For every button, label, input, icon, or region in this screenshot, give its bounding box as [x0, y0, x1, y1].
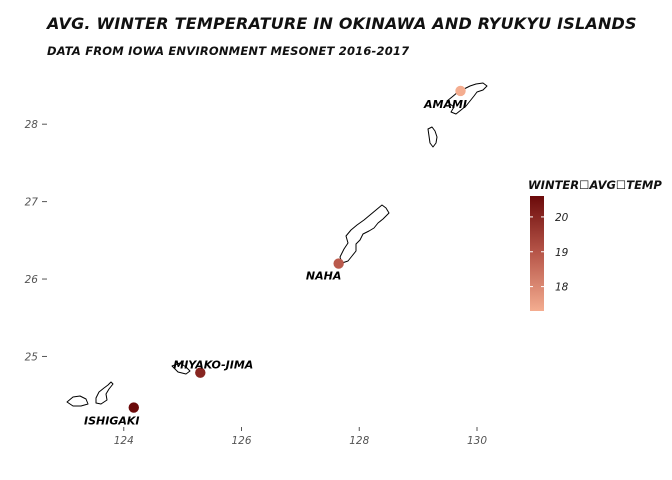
- tokunoshima-island-outline: [427, 126, 438, 148]
- x-tick-label: 128: [349, 435, 369, 447]
- x-tick-label: 126: [231, 435, 251, 447]
- ishigaki-island-outline: [95, 381, 114, 405]
- legend: winter☐avg☐temp 20 19 18: [528, 178, 662, 311]
- station-point-amami: [455, 85, 466, 97]
- legend-tick-label: 18: [555, 282, 569, 294]
- legend-tick-label: 20: [555, 212, 569, 224]
- x-tick-label: 124: [114, 435, 134, 447]
- y-tick-label: 27: [25, 197, 39, 209]
- okinawa-island-outline: [339, 204, 390, 264]
- iriomote-island-outline: [66, 395, 89, 407]
- station-point-naha: [333, 258, 344, 269]
- station-point-miyako-jima: [195, 367, 206, 378]
- station-label: AMAMI: [423, 98, 467, 111]
- chart-title: Avg. Winter Temperature in Okinawa and R…: [47, 14, 637, 33]
- station-point-ishigaki: [128, 402, 139, 413]
- legend-colorbar: [530, 196, 544, 311]
- chart-subtitle: Data from Iowa Environment Mesonet 2016-…: [47, 44, 410, 58]
- station-label: NAHA: [306, 270, 341, 283]
- y-axis: 25 26 27 28: [25, 119, 47, 363]
- x-axis: 124 126 128 130: [114, 427, 487, 447]
- y-tick-label: 26: [25, 274, 39, 286]
- station-points: AMAMI NAHA MIYAKO-JIMA ISHIGAKI: [84, 85, 467, 428]
- y-tick-label: 25: [25, 351, 39, 363]
- station-label: ISHIGAKI: [84, 415, 139, 428]
- miyako-island-outline: [171, 362, 191, 375]
- station-label: MIYAKO-JIMA: [173, 359, 253, 372]
- y-tick-label: 28: [25, 119, 39, 131]
- legend-ticks: 20 19 18: [530, 212, 569, 294]
- x-tick-label: 130: [467, 435, 487, 447]
- legend-tick-label: 19: [555, 247, 569, 259]
- legend-title: winter☐avg☐temp: [528, 178, 662, 192]
